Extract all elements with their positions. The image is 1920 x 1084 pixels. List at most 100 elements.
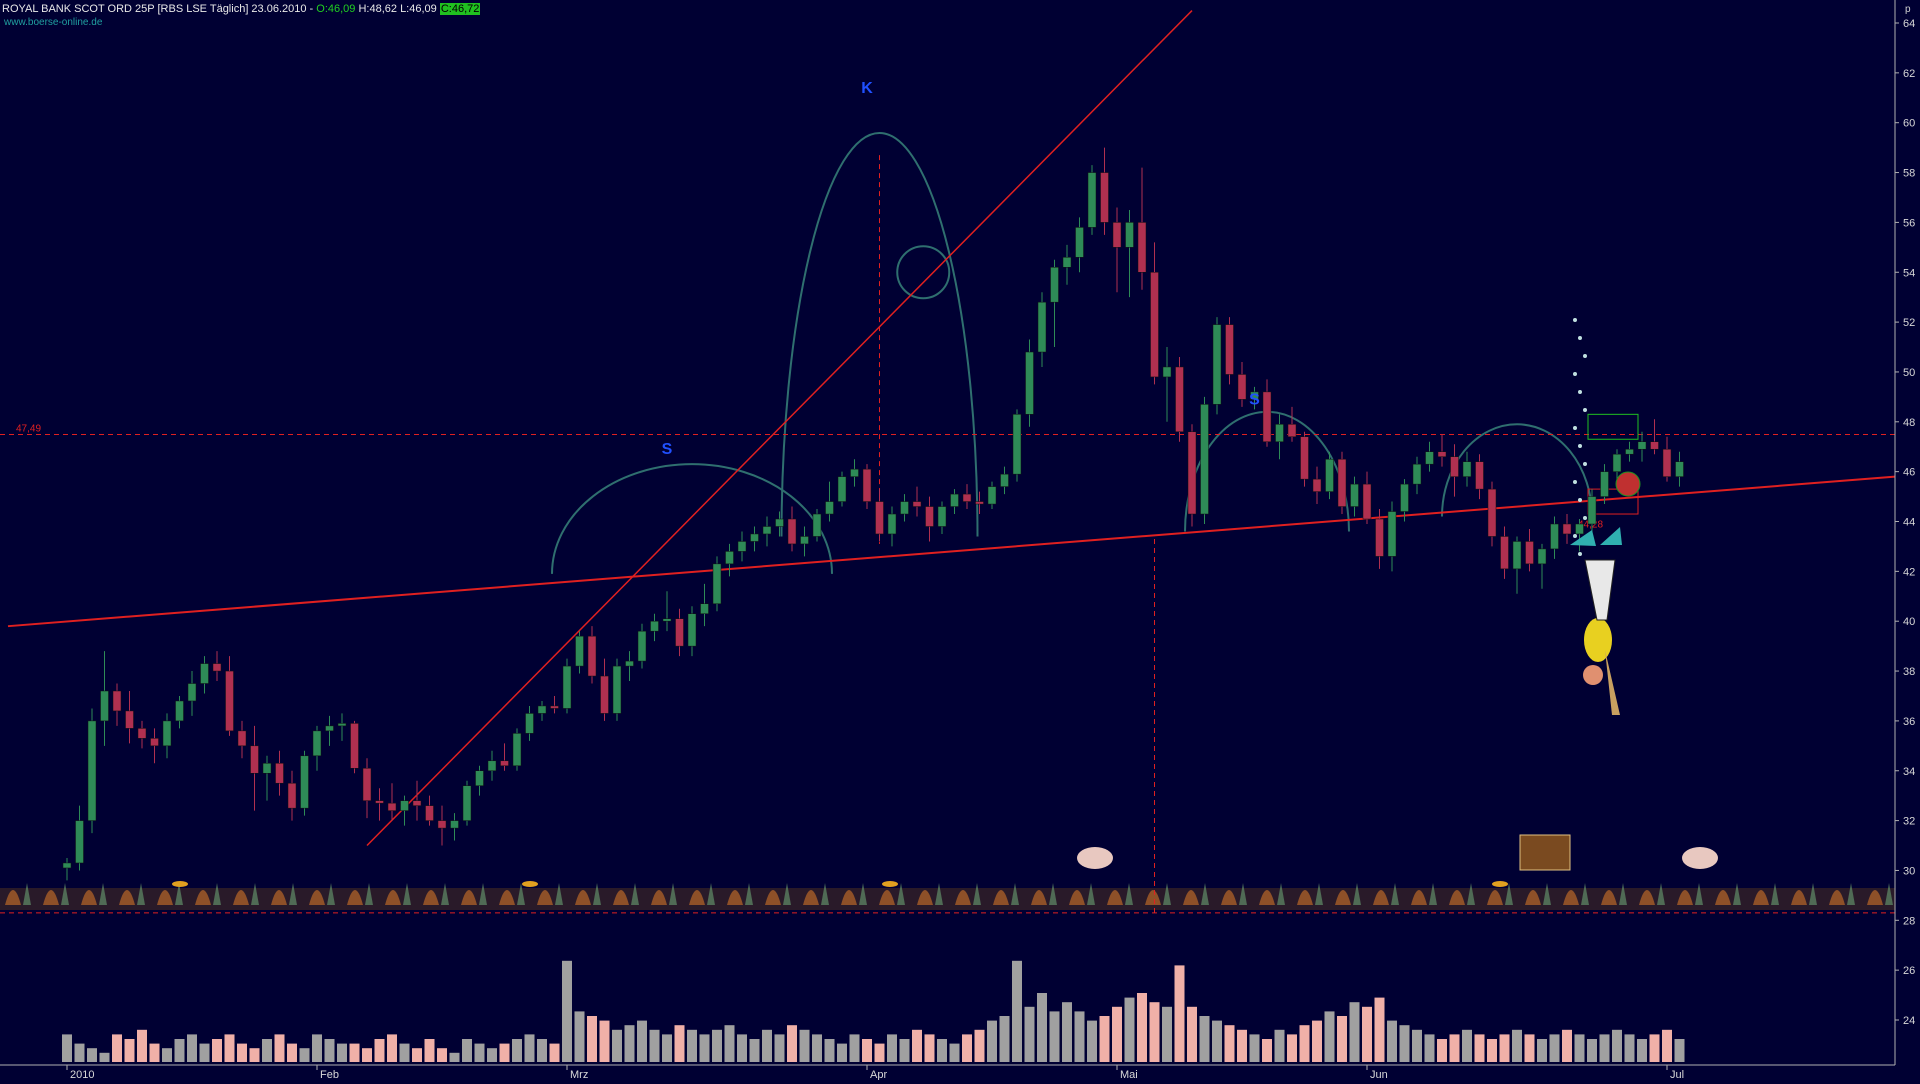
candle-body: [1050, 267, 1059, 303]
seaweed-shape: [1885, 883, 1893, 905]
candle-body: [1312, 478, 1322, 492]
candle-body: [1650, 441, 1659, 450]
volume-bar: [187, 1034, 197, 1062]
candle-body: [1200, 404, 1209, 515]
candle-body: [862, 468, 872, 502]
seaweed-shape: [479, 883, 487, 905]
seaweed-shape: [1239, 883, 1247, 905]
candle-body: [400, 800, 409, 811]
y-axis-unit: p: [1905, 4, 1911, 15]
candle-body: [1450, 456, 1459, 477]
coral-shape: [195, 890, 211, 905]
seaweed-shape: [593, 883, 601, 905]
diver-decoration: [1570, 318, 1641, 715]
volume-bar: [937, 1039, 947, 1062]
x-tick-label: Apr: [870, 1069, 887, 1080]
candle-body: [350, 723, 359, 769]
seaweed-shape: [1353, 883, 1361, 905]
coral-shape: [5, 890, 21, 905]
volume-bar: [299, 1048, 310, 1062]
pattern-label: S: [1249, 391, 1260, 408]
y-tick-label: 64: [1903, 18, 1915, 30]
candle-body: [1462, 461, 1472, 477]
candle-body: [762, 526, 772, 535]
volume-bar: [862, 1039, 872, 1062]
candle-body: [1537, 548, 1547, 565]
bubble-shape: [1583, 516, 1587, 520]
coral-shape: [385, 890, 401, 905]
bubble-shape: [1573, 318, 1577, 322]
candle-body: [1475, 461, 1484, 490]
coral-shape: [575, 890, 591, 905]
candle-body: [1437, 451, 1447, 457]
seaweed-shape: [289, 883, 297, 905]
candle-body: [125, 710, 134, 729]
x-tick-label: Feb: [320, 1069, 339, 1080]
coral-shape: [1069, 890, 1085, 905]
volume-bar: [1037, 993, 1047, 1062]
coral-shape: [1335, 890, 1351, 905]
y-tick-label: 32: [1903, 816, 1915, 828]
candle-body: [787, 518, 797, 545]
y-tick-label: 62: [1903, 68, 1915, 80]
volume-bar: [212, 1039, 222, 1062]
y-tick-label: 38: [1903, 666, 1915, 678]
target-box-upper: [1587, 413, 1639, 440]
bubble-shape: [1578, 498, 1582, 502]
x-tick-label: Mai: [1120, 1069, 1138, 1080]
volume-bar: [312, 1034, 322, 1062]
volume-bar: [1674, 1039, 1685, 1062]
seaweed-shape: [859, 883, 867, 905]
seaweed-shape: [1391, 883, 1399, 905]
candle-body: [900, 501, 909, 515]
seaweed-shape: [1657, 883, 1665, 905]
candle-body: [700, 603, 709, 614]
y-tick-label: 40: [1903, 616, 1915, 628]
volume-bar: [974, 1029, 985, 1062]
seaweed-shape: [213, 883, 221, 905]
candle-body: [1225, 324, 1234, 375]
candle-body: [1350, 483, 1359, 507]
volume-bar: [424, 1039, 435, 1062]
candle-body: [1562, 523, 1572, 535]
high-value: H:48,62: [358, 3, 397, 15]
seaweed-shape: [783, 883, 791, 905]
candle-body: [1637, 441, 1647, 450]
candle-body: [312, 730, 322, 757]
candle-body: [812, 513, 822, 537]
candle-body: [87, 720, 97, 821]
volume-bar: [837, 1043, 847, 1062]
seaweed-shape: [365, 883, 373, 905]
y-tick-label: 46: [1903, 467, 1915, 479]
volume-bar: [1124, 997, 1135, 1062]
candle-body: [925, 506, 934, 527]
volume-bar: [237, 1043, 247, 1062]
volume-bar: [1412, 1029, 1422, 1062]
volume-bar: [1362, 1006, 1372, 1062]
candle-body: [625, 660, 634, 667]
volume-bar: [1187, 1006, 1197, 1062]
pattern-label: K: [861, 80, 873, 97]
volume-bar: [599, 1020, 610, 1062]
volume-bar: [1212, 1020, 1222, 1062]
volume-bar: [1287, 1034, 1297, 1062]
candle-body: [62, 862, 72, 869]
watermark: www.boerse-online.de: [4, 17, 103, 28]
volume-bar: [1449, 1034, 1460, 1062]
volume-bar: [1049, 1011, 1060, 1062]
volume-bar: [949, 1043, 960, 1062]
close-value: C:46,72: [439, 3, 481, 15]
volume-bar: [624, 1025, 635, 1062]
volume-bar: [74, 1043, 85, 1062]
volume-bar: [1587, 1039, 1597, 1062]
volume-bar: [787, 1025, 797, 1062]
coral-shape: [955, 890, 971, 905]
volume-bar: [1612, 1029, 1622, 1062]
volume-bar: [1137, 993, 1147, 1062]
candle-body: [962, 493, 972, 502]
candle-body: [325, 725, 334, 732]
candle-body: [412, 800, 422, 806]
y-tick-label: 48: [1903, 417, 1915, 429]
volume-bar: [99, 1052, 110, 1062]
